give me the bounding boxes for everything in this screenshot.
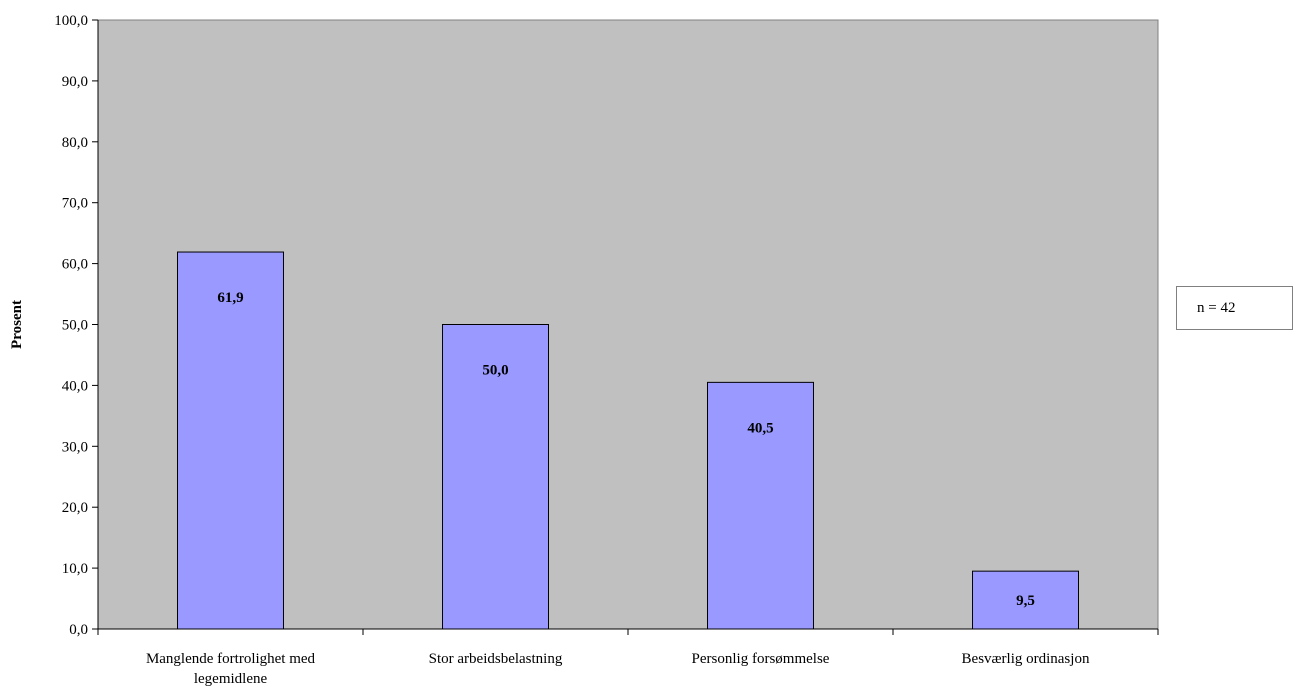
bar-value-label: 9,5 bbox=[1016, 593, 1035, 609]
y-tick-label: 50,0 bbox=[62, 318, 88, 334]
y-tick-label: 10,0 bbox=[62, 561, 88, 577]
x-axis-ticks: Manglende fortrolighet med legemidlene Sto… bbox=[97, 629, 1159, 687]
bar-value-label: 50,0 bbox=[482, 363, 508, 379]
y-axis-label: Prosent bbox=[9, 300, 25, 349]
x-category-label: Personlig forsømmelse bbox=[692, 651, 830, 667]
bar bbox=[442, 324, 549, 630]
bar bbox=[972, 570, 1079, 630]
x-category-label: Manglende fortrolighet med legemidlene bbox=[146, 651, 316, 687]
sample-size-text: n = 42 bbox=[1197, 299, 1236, 316]
y-tick-label: 0,0 bbox=[69, 622, 88, 638]
y-tick-label: 80,0 bbox=[62, 135, 88, 151]
bar bbox=[177, 251, 284, 630]
y-axis-ticks: 0,0 10,0 20,0 30,0 40,0 50,0 60,0 70,0 80,0 90,0 1… bbox=[54, 13, 98, 638]
y-tick-label: 20,0 bbox=[62, 500, 88, 516]
y-tick-label: 90,0 bbox=[62, 74, 88, 90]
x-category-label: Besværlig ordinasjon bbox=[962, 651, 1090, 667]
y-tick-label: 70,0 bbox=[62, 196, 88, 212]
y-tick-label: 100,0 bbox=[54, 13, 88, 29]
x-category-label: Stor arbeidsbelastning bbox=[429, 651, 563, 667]
bars: 61,9 50,0 40,5 9,5 bbox=[177, 251, 1079, 630]
y-tick-label: 40,0 bbox=[62, 378, 88, 394]
sample-size-annotation: n = 42 bbox=[1176, 286, 1293, 330]
bar-value-label: 61,9 bbox=[217, 290, 243, 306]
bar-value-label: 40,5 bbox=[747, 420, 773, 436]
bar bbox=[707, 381, 814, 630]
y-tick-label: 30,0 bbox=[62, 439, 88, 455]
y-tick-label: 60,0 bbox=[62, 257, 88, 273]
